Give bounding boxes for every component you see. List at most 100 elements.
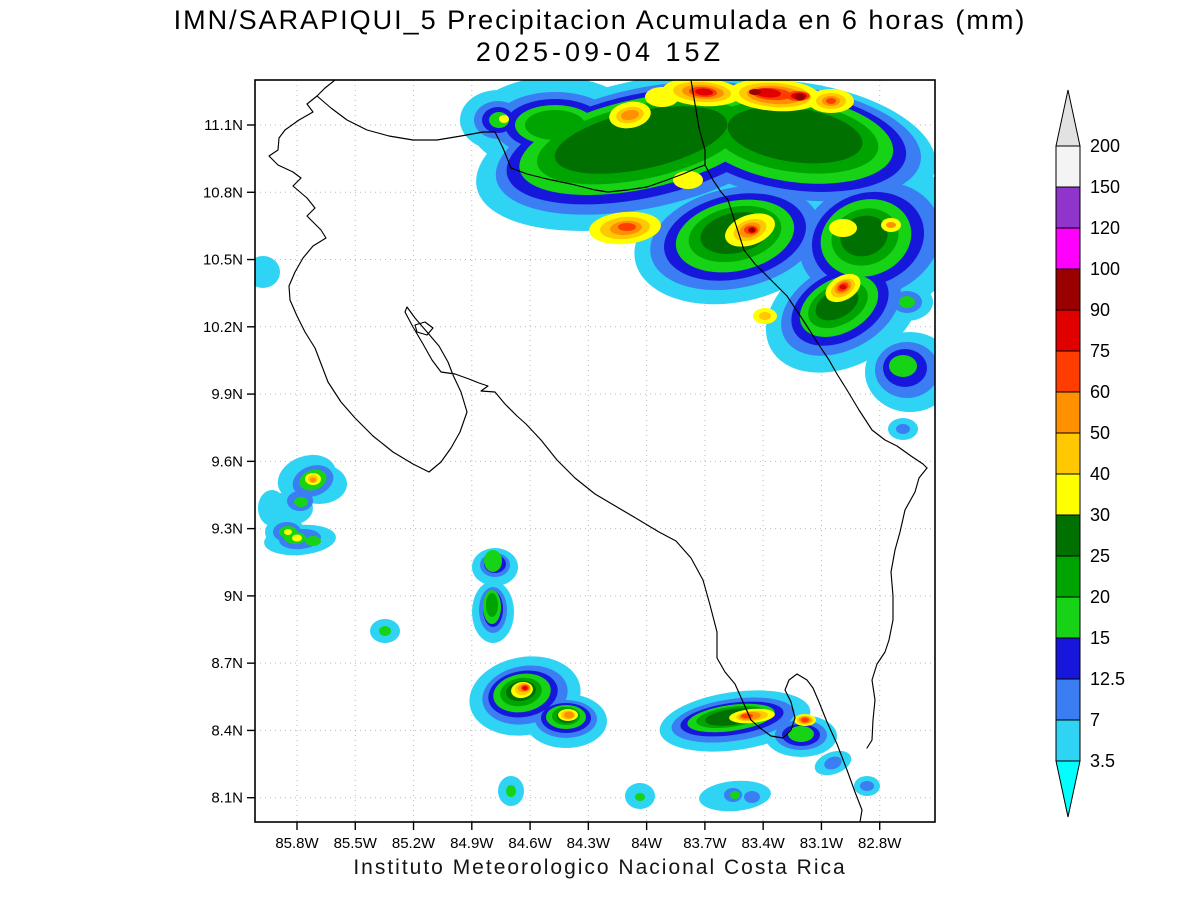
precip-cell xyxy=(618,223,636,231)
legend-label: 60 xyxy=(1090,382,1110,402)
color-scale: 200 150 120 100 90 75 60 50 40 30 25 20 15 12.5 7 3.5 xyxy=(1055,89,1125,818)
legend-cell xyxy=(1055,391,1081,434)
legend-cell xyxy=(1055,719,1081,762)
lat-tick-label: 9.9N xyxy=(211,386,243,403)
precip-cell xyxy=(744,791,760,803)
precip-cell xyxy=(727,106,863,164)
precip-cell xyxy=(749,89,761,95)
precip-cell xyxy=(741,713,753,719)
legend-cell xyxy=(1055,309,1081,352)
precip-cell xyxy=(554,106,728,174)
precip-cell xyxy=(621,109,639,121)
lon-tick-label: 82.8W xyxy=(858,835,902,852)
precip-cell xyxy=(255,256,280,288)
precip-cell xyxy=(839,284,847,290)
precip-cell xyxy=(522,686,528,690)
precip-cell xyxy=(310,477,316,483)
legend-cell xyxy=(1055,227,1081,270)
legend-label: 25 xyxy=(1090,546,1110,566)
precip-cell xyxy=(695,88,713,96)
coastline-path xyxy=(414,321,434,336)
legend-cell xyxy=(1055,637,1081,680)
legend-label: 40 xyxy=(1090,464,1110,484)
lon-tick-label: 85.2W xyxy=(392,835,436,852)
precip-cell xyxy=(294,497,308,507)
legend-cell xyxy=(1055,268,1081,311)
legend-cell xyxy=(1055,145,1081,188)
coastline-path xyxy=(316,95,706,193)
precip-cell xyxy=(795,93,805,101)
legend-cell xyxy=(1055,596,1081,639)
legend-arrow-under xyxy=(1055,760,1081,818)
legend-label: 30 xyxy=(1090,505,1110,525)
legend-label: 12.5 xyxy=(1090,669,1125,689)
legend-label: 15 xyxy=(1090,628,1110,648)
legend-cell xyxy=(1055,555,1081,598)
lat-tick-label: 10.2N xyxy=(203,319,243,336)
lon-tick-label: 84.9W xyxy=(450,835,494,852)
precip-cell xyxy=(258,490,286,526)
lon-tick-label: 84W xyxy=(631,835,663,852)
precip-cell xyxy=(525,110,585,140)
precip-cell xyxy=(499,115,509,123)
lat-tick-label: 11.1N xyxy=(204,117,243,134)
precip-cell xyxy=(673,171,703,189)
lon-tick-label: 85.8W xyxy=(275,835,319,852)
precip-cell xyxy=(486,593,498,617)
precip-cell xyxy=(759,312,771,320)
plot-subtitle: 2025-09-04 15Z xyxy=(475,37,725,67)
legend-label: 90 xyxy=(1090,300,1110,320)
lon-tick-label: 84.6W xyxy=(508,835,552,852)
precip-cell xyxy=(889,355,917,377)
lat-tick-label: 10.5N xyxy=(203,252,243,269)
lon-tick-label: 83.7W xyxy=(683,835,727,852)
lat-tick-label: 9.3N xyxy=(211,521,243,538)
legend-label: 120 xyxy=(1090,218,1120,238)
precip-cell xyxy=(896,424,910,434)
precip-cell xyxy=(284,529,292,535)
legend-cell xyxy=(1055,350,1081,393)
map-border xyxy=(254,79,936,823)
precip-cell xyxy=(829,219,857,237)
legend-label: 150 xyxy=(1090,177,1120,197)
precip-cell xyxy=(860,781,874,791)
coastline-path xyxy=(268,80,863,822)
precip-cell xyxy=(292,534,302,542)
plot-title: IMN/SARAPIQUI_5 Precipitacion Acumulada … xyxy=(173,5,1027,35)
lat-tick-label: 8.4N xyxy=(211,722,243,739)
legend-cell xyxy=(1055,514,1081,557)
precip-cell xyxy=(788,726,814,742)
lat-tick-label: 8.1N xyxy=(211,790,243,807)
precip-cell xyxy=(826,98,836,104)
precip-cell xyxy=(484,550,502,572)
precip-cell xyxy=(899,296,915,308)
precip-cell xyxy=(635,793,645,801)
precip-cell xyxy=(506,785,516,797)
institution-caption: Instituto Meteorologico Nacional Costa R… xyxy=(353,856,847,879)
coastlines xyxy=(268,80,928,822)
legend-arrow-over xyxy=(1055,89,1081,147)
precip-cell xyxy=(564,711,574,719)
legend-cell xyxy=(1055,678,1081,721)
precip-cell xyxy=(749,228,755,232)
legend-label: 200 xyxy=(1090,136,1120,156)
legend-label: 3.5 xyxy=(1090,751,1115,771)
axes: 11.1N 10.8N 10.5N 10.2N 9.9N 9.6N 9.3N 9N 8.7N 8.… xyxy=(203,117,902,852)
precip-cell xyxy=(379,626,391,636)
lon-tick-label: 83.4W xyxy=(741,835,785,852)
lat-tick-label: 9.6N xyxy=(211,453,243,470)
coastline-path xyxy=(866,467,928,749)
lat-tick-label: 10.8N xyxy=(203,184,243,201)
precip-cell xyxy=(305,536,321,546)
lon-tick-label: 83.1W xyxy=(800,835,844,852)
legend-label: 20 xyxy=(1090,587,1110,607)
precip-cell xyxy=(755,88,781,98)
lat-tick-label: 9N xyxy=(224,588,243,605)
legend-label: 50 xyxy=(1090,423,1110,443)
precip-shading xyxy=(255,80,935,812)
precip-cell xyxy=(886,222,896,228)
precip-cell xyxy=(730,791,740,799)
lon-tick-label: 84.3W xyxy=(567,835,611,852)
legend-label: 7 xyxy=(1090,710,1100,730)
